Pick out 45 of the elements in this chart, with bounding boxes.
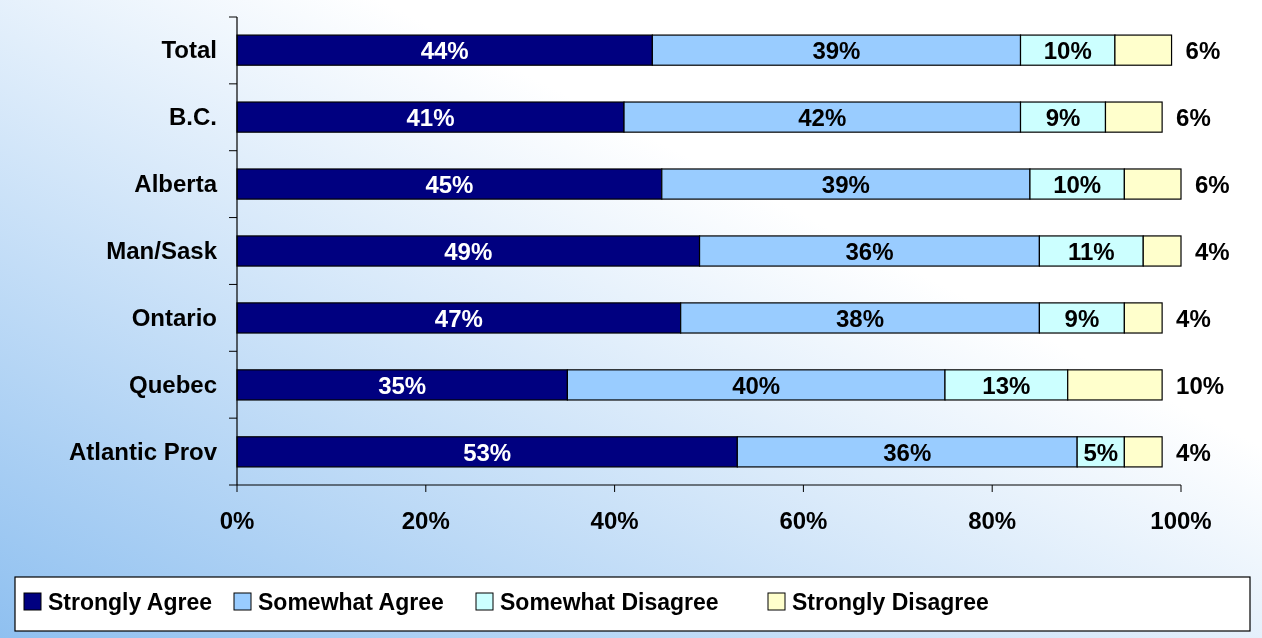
data-label: 39% xyxy=(812,37,861,65)
legend-label: Strongly Disagree xyxy=(792,589,989,615)
data-label: 13% xyxy=(982,371,1031,399)
data-label: 41% xyxy=(406,104,455,132)
data-label: 44% xyxy=(420,37,469,65)
data-label: 10% xyxy=(1053,171,1102,199)
y-tick-label: Alberta xyxy=(134,170,218,198)
data-label: 36% xyxy=(845,238,894,265)
data-label: 4% xyxy=(1195,238,1230,265)
data-label: 11% xyxy=(1067,238,1115,265)
legend-label: Somewhat Agree xyxy=(258,589,444,615)
data-label: 5% xyxy=(1083,438,1119,466)
data-label: 10% xyxy=(1043,37,1092,65)
data-label: 4% xyxy=(1176,304,1211,332)
y-tick-label: Quebec xyxy=(128,370,217,398)
data-label: 53% xyxy=(463,438,512,466)
x-tick-label: 80% xyxy=(968,507,1017,534)
data-label: 9% xyxy=(1064,304,1100,332)
x-tick-label: 20% xyxy=(401,507,450,534)
data-label: 4% xyxy=(1176,438,1211,466)
y-tick-label: B.C. xyxy=(169,103,217,131)
x-tick-label: 0% xyxy=(219,507,255,534)
y-tick-label: Atlantic Prov xyxy=(68,437,218,465)
data-label: 10% xyxy=(1176,371,1225,399)
y-tick-label: Ontario xyxy=(131,303,217,331)
x-tick-label: 60% xyxy=(779,507,828,534)
data-label: 40% xyxy=(732,371,781,399)
legend-label: Somewhat Disagree xyxy=(500,589,719,615)
data-label: 42% xyxy=(798,104,847,132)
y-tick-label: Man/Sask xyxy=(106,237,218,264)
x-tick-label: 100% xyxy=(1150,507,1212,534)
data-label: 38% xyxy=(836,304,885,332)
data-label: 36% xyxy=(883,438,932,466)
data-label: 47% xyxy=(434,304,483,332)
data-label: 6% xyxy=(1185,37,1221,65)
data-label: 35% xyxy=(378,371,427,399)
data-label: 45% xyxy=(425,171,474,199)
y-tick-label: Total xyxy=(161,36,217,64)
data-label: 9% xyxy=(1045,104,1081,132)
data-label: 6% xyxy=(1195,171,1230,199)
data-label: 39% xyxy=(821,171,870,199)
x-tick-label: 40% xyxy=(590,507,639,534)
data-label: 6% xyxy=(1176,104,1211,132)
data-label: 49% xyxy=(444,238,493,265)
legend-label: Strongly Agree xyxy=(48,589,213,615)
